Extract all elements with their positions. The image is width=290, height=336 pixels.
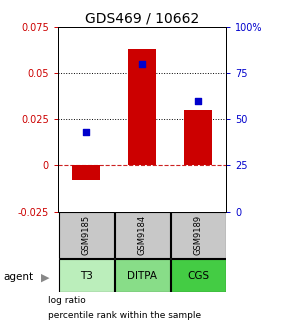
Text: DITPA: DITPA	[127, 270, 157, 281]
Point	[84, 130, 88, 135]
Bar	[72, 166, 100, 180]
Text: percentile rank within the sample: percentile rank within the sample	[48, 311, 201, 320]
Text: ▶: ▶	[41, 272, 49, 282]
Point	[140, 61, 144, 67]
Text: T3: T3	[79, 270, 93, 281]
Text: log ratio: log ratio	[48, 296, 86, 305]
Point	[196, 98, 200, 103]
Text: GSM9185: GSM9185	[81, 215, 90, 255]
Text: CGS: CGS	[187, 270, 209, 281]
FancyBboxPatch shape	[115, 212, 170, 258]
FancyBboxPatch shape	[115, 259, 170, 292]
FancyBboxPatch shape	[59, 259, 113, 292]
Bar	[128, 49, 156, 166]
Text: agent: agent	[3, 272, 33, 282]
Bar	[184, 110, 212, 166]
Text: GSM9189: GSM9189	[194, 215, 203, 255]
FancyBboxPatch shape	[59, 212, 113, 258]
FancyBboxPatch shape	[171, 259, 226, 292]
Title: GDS469 / 10662: GDS469 / 10662	[85, 12, 199, 26]
Text: GSM9184: GSM9184	[137, 215, 147, 255]
FancyBboxPatch shape	[171, 212, 226, 258]
